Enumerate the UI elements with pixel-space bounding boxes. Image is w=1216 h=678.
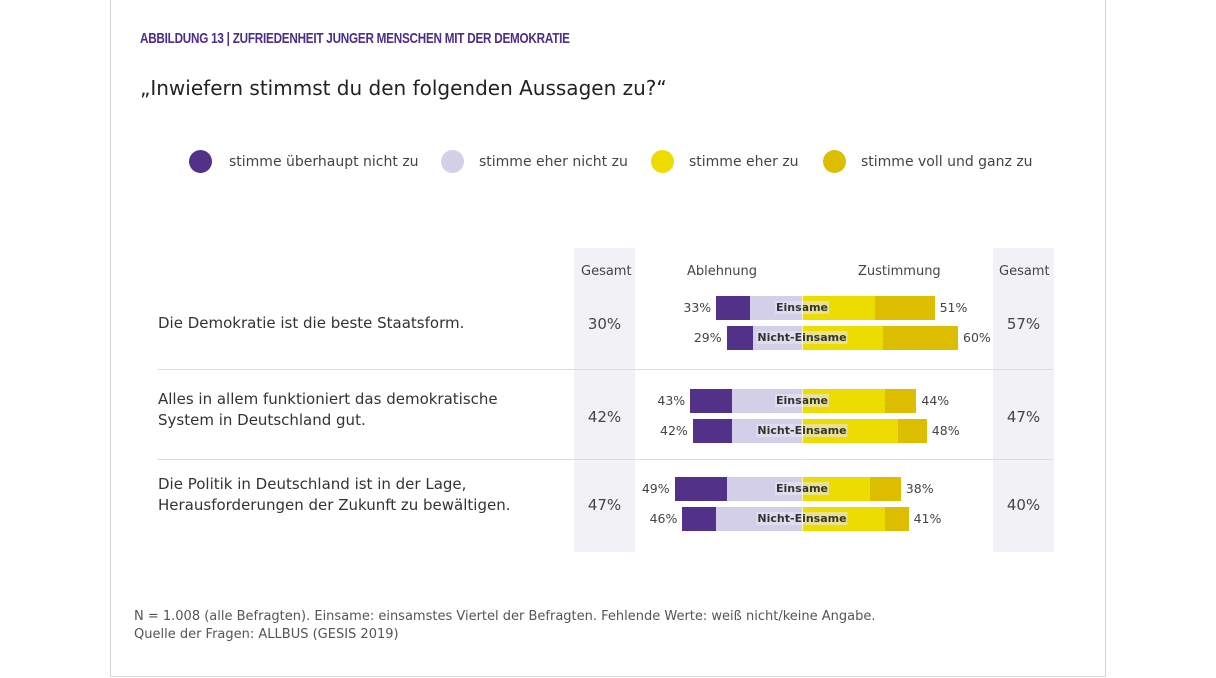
footnote-source: Quelle der Fragen: ALLBUS (GESIS 2019) <box>134 627 399 642</box>
bar-segment <box>692 419 732 443</box>
gesamt-value: 47% <box>587 496 622 514</box>
ablehnung-label: 42% <box>660 423 688 438</box>
legend-label: stimme überhaupt nicht zu <box>229 153 419 170</box>
legend-dot <box>189 150 212 173</box>
row-divider <box>158 459 1053 460</box>
figure-frame <box>110 0 1106 677</box>
gesamt-left-column <box>574 248 635 552</box>
ablehnung-label: 43% <box>657 393 686 408</box>
gesamt-value: 42% <box>587 408 622 426</box>
center-line <box>802 296 803 532</box>
bar-segment <box>874 296 935 320</box>
zustimmung-label: 38% <box>905 481 934 496</box>
legend-item: stimme voll und ganz zu <box>823 150 1033 173</box>
bar-segment <box>882 326 958 350</box>
figure-label: ABBILDUNG 13 | ZUFRIEDENHEIT JUNGER MENS… <box>140 30 570 47</box>
header-gesamt-left: Gesamt <box>581 264 632 279</box>
bar-segment <box>690 389 732 413</box>
legend-dot <box>823 150 846 173</box>
header-gesamt-right: Gesamt <box>999 264 1050 279</box>
ablehnung-label: 33% <box>683 300 712 315</box>
zustimmung-label: 44% <box>921 393 950 408</box>
bar-segment <box>869 477 901 501</box>
bar-segment <box>682 507 717 531</box>
gesamt-right-column <box>993 248 1054 552</box>
legend-dot <box>441 150 464 173</box>
chart-title: „Inwiefern stimmst du den folgenden Auss… <box>140 76 667 100</box>
footnote: N = 1.008 (alle Befragten). Einsame: ein… <box>134 608 875 644</box>
gesamt-value: 57% <box>1006 315 1041 333</box>
gesamt-value: 30% <box>587 315 622 333</box>
gesamt-value: 40% <box>1006 496 1041 514</box>
statement-label: Die Politik in Deutschland ist in der La… <box>158 475 511 514</box>
bar-segment <box>716 296 750 320</box>
zustimmung-label: 48% <box>931 423 960 438</box>
header-ablehnung: Ablehnung <box>687 264 757 279</box>
legend-label: stimme voll und ganz zu <box>861 153 1033 170</box>
header-zustimmung: Zustimmung <box>858 264 941 279</box>
row-divider <box>158 369 1053 370</box>
zustimmung-label: 41% <box>913 511 942 526</box>
bar-segment <box>885 507 909 531</box>
bar-segment <box>885 389 917 413</box>
gesamt-value: 47% <box>1006 408 1041 426</box>
legend-dot <box>651 150 674 173</box>
ablehnung-label: 46% <box>649 511 678 526</box>
legend-item: stimme eher nicht zu <box>441 150 628 173</box>
footnote-line: N = 1.008 (alle Befragten). Einsame: ein… <box>134 609 876 624</box>
zustimmung-label: 51% <box>939 300 968 315</box>
legend-item: stimme überhaupt nicht zu <box>189 150 419 173</box>
bar-segment <box>898 419 927 443</box>
ablehnung-label: 49% <box>641 481 670 496</box>
bar-segment <box>674 477 727 501</box>
legend-item: stimme eher zu <box>651 150 799 173</box>
ablehnung-label: 29% <box>693 330 722 345</box>
bar-segment <box>726 326 753 350</box>
legend-label: stimme eher nicht zu <box>479 153 628 170</box>
legend-label: stimme eher zu <box>689 153 799 170</box>
statement-label: Alles in allem funktioniert das demokrat… <box>158 390 498 429</box>
statement-label: Die Demokratie ist die beste Staatsform. <box>158 314 465 332</box>
zustimmung-label: 60% <box>963 330 991 345</box>
